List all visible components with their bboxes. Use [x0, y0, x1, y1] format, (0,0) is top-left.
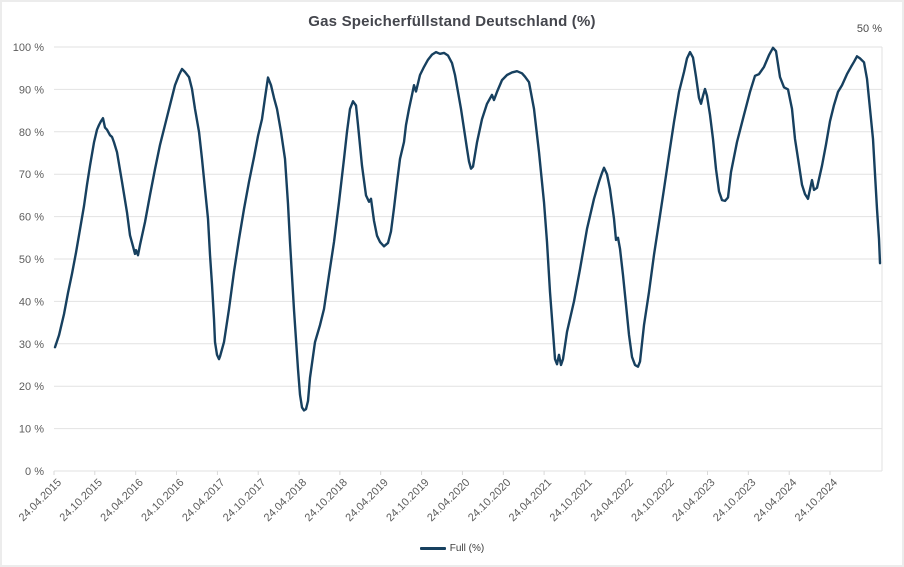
x-axis-tick-label: 24.10.2015 — [58, 477, 105, 524]
x-axis-tick-label: 24.04.2021 — [507, 477, 554, 524]
y-axis-tick-label: 90 % — [19, 84, 44, 96]
x-axis-tick-label: 24.04.2020 — [425, 477, 472, 524]
y-axis-tick-label: 50 % — [19, 254, 44, 266]
x-axis-tick-label: 24.04.2018 — [262, 477, 309, 524]
y-axis-tick-label: 70 % — [19, 169, 44, 181]
x-axis-tick-label: 24.10.2022 — [629, 477, 676, 524]
y-axis-tick-label: 40 % — [19, 296, 44, 308]
x-axis-tick-label: 24.04.2024 — [752, 477, 799, 524]
x-axis-tick-label: 24.04.2023 — [670, 477, 717, 524]
legend-label: Full (%) — [449, 543, 485, 554]
x-axis-tick-label: 24.04.2017 — [180, 477, 227, 524]
x-axis-tick-label: 24.10.2018 — [303, 477, 350, 524]
x-axis-tick-label: 24.10.2016 — [139, 477, 186, 524]
x-axis-tick-label: 24.04.2016 — [98, 477, 145, 524]
x-axis-tick-label: 24.04.2022 — [589, 477, 636, 524]
y-axis-tick-label: 10 % — [19, 424, 44, 436]
last-value-label: 50 % — [856, 23, 882, 35]
x-axis-tick-label: 24.04.2019 — [343, 477, 390, 524]
y-axis-tick-label: 0 % — [25, 466, 44, 478]
x-axis-tick-label: 24.04.2015 — [17, 477, 64, 524]
x-axis-tick-label: 24.10.2017 — [221, 477, 268, 524]
series-line-full[interactable] — [53, 46, 882, 412]
y-axis-tick-label: 100 % — [13, 42, 44, 54]
y-axis-tick-label: 30 % — [19, 339, 44, 351]
chart-title: Gas Speicherfüllstand Deutschland (%) — [308, 13, 596, 30]
y-axis-tick-label: 20 % — [19, 381, 44, 393]
x-axis-tick-label: 24.10.2020 — [466, 477, 513, 524]
legend: Full (%) — [2, 543, 902, 554]
x-axis-tick-label: 24.10.2021 — [548, 477, 595, 524]
x-axis-tick-label: 24.10.2024 — [793, 477, 840, 524]
x-axis-tick-label: 24.10.2023 — [711, 477, 758, 524]
x-axis-tick-label: 24.10.2019 — [384, 477, 431, 524]
y-axis-tick-label: 80 % — [19, 127, 44, 139]
legend-line-swatch — [419, 547, 446, 550]
y-axis-tick-label: 60 % — [19, 212, 44, 224]
